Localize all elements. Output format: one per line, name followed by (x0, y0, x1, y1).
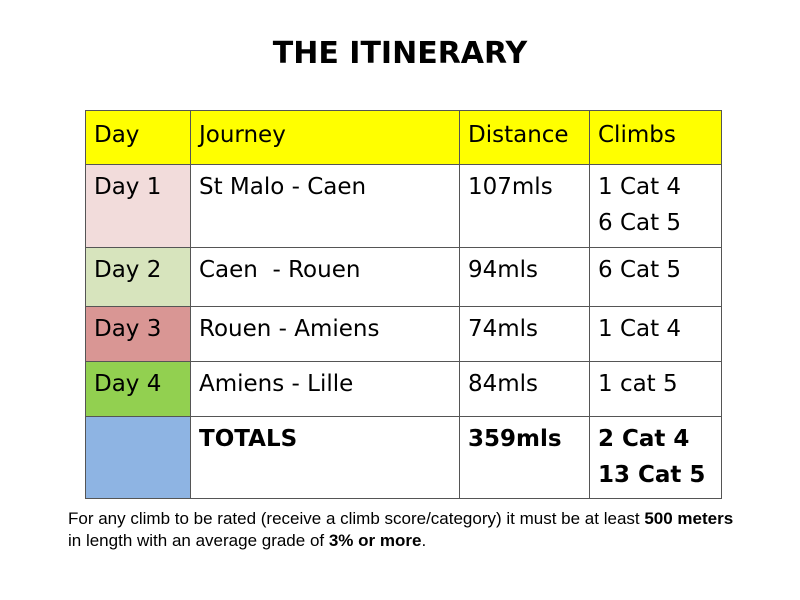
distance-cell: 74mls (459, 306, 590, 362)
note-text: in length with an average grade of (68, 531, 329, 550)
page-title: THE ITINERARY (272, 36, 528, 71)
climbs-line: 6 Cat 5 (598, 210, 682, 236)
header-journey: Journey (190, 110, 460, 165)
note-text: For any climb to be rated (receive a cli… (68, 509, 645, 528)
totals-climbs: 2 Cat 4 13 Cat 5 (589, 416, 722, 499)
note-bold: 3% or more (328, 531, 422, 550)
table-row: Day 1 St Malo - Caen 107mls 1 Cat 4 6 Ca… (85, 164, 722, 248)
journey-cell: Rouen - Amiens (190, 306, 460, 362)
journey-cell: Amiens - Lille (190, 361, 460, 417)
climbs-cell: 1 Cat 4 (589, 306, 722, 362)
note-bold: 500 meters (644, 509, 734, 528)
climbs-cell: 1 Cat 4 6 Cat 5 (589, 164, 722, 248)
climbs-cell: 1 cat 5 (589, 361, 722, 417)
climbs-cell: 6 Cat 5 (589, 247, 722, 307)
climbs-line: 1 Cat 4 (598, 316, 682, 342)
climbs-line: 13 Cat 5 (598, 462, 706, 488)
day-cell: Day 4 (85, 361, 191, 417)
journey-cell: St Malo - Caen (190, 164, 460, 248)
table-row: Day 3 Rouen - Amiens 74mls 1 Cat 4 (85, 306, 722, 362)
note-text: . (421, 531, 427, 550)
distance-cell: 107mls (459, 164, 590, 248)
day-cell: Day 2 (85, 247, 191, 307)
totals-label: TOTALS (190, 416, 460, 499)
rating-note: For any climb to be rated (receive a cli… (68, 508, 748, 552)
table-row: Day 2 Caen - Rouen 94mls 6 Cat 5 (85, 247, 722, 307)
day-cell: Day 3 (85, 306, 191, 362)
climbs-line: 1 Cat 4 (598, 174, 682, 200)
header-day: Day (85, 110, 191, 165)
totals-row: TOTALS 359mls 2 Cat 4 13 Cat 5 (85, 416, 722, 499)
header-climbs: Climbs (589, 110, 722, 165)
climbs-line: 2 Cat 4 (598, 426, 690, 452)
totals-distance: 359mls (459, 416, 590, 499)
journey-cell: Caen - Rouen (190, 247, 460, 307)
totals-day-cell (85, 416, 191, 499)
header-distance: Distance (459, 110, 590, 165)
table-row: Day 4 Amiens - Lille 84mls 1 cat 5 (85, 361, 722, 417)
table-header-row: Day Journey Distance Climbs (85, 110, 722, 165)
climbs-line: 1 cat 5 (598, 371, 678, 397)
distance-cell: 94mls (459, 247, 590, 307)
day-cell: Day 1 (85, 164, 191, 248)
itinerary-table: Day Journey Distance Climbs Day 1 St Mal… (85, 110, 722, 499)
distance-cell: 84mls (459, 361, 590, 417)
climbs-line: 6 Cat 5 (598, 257, 682, 283)
